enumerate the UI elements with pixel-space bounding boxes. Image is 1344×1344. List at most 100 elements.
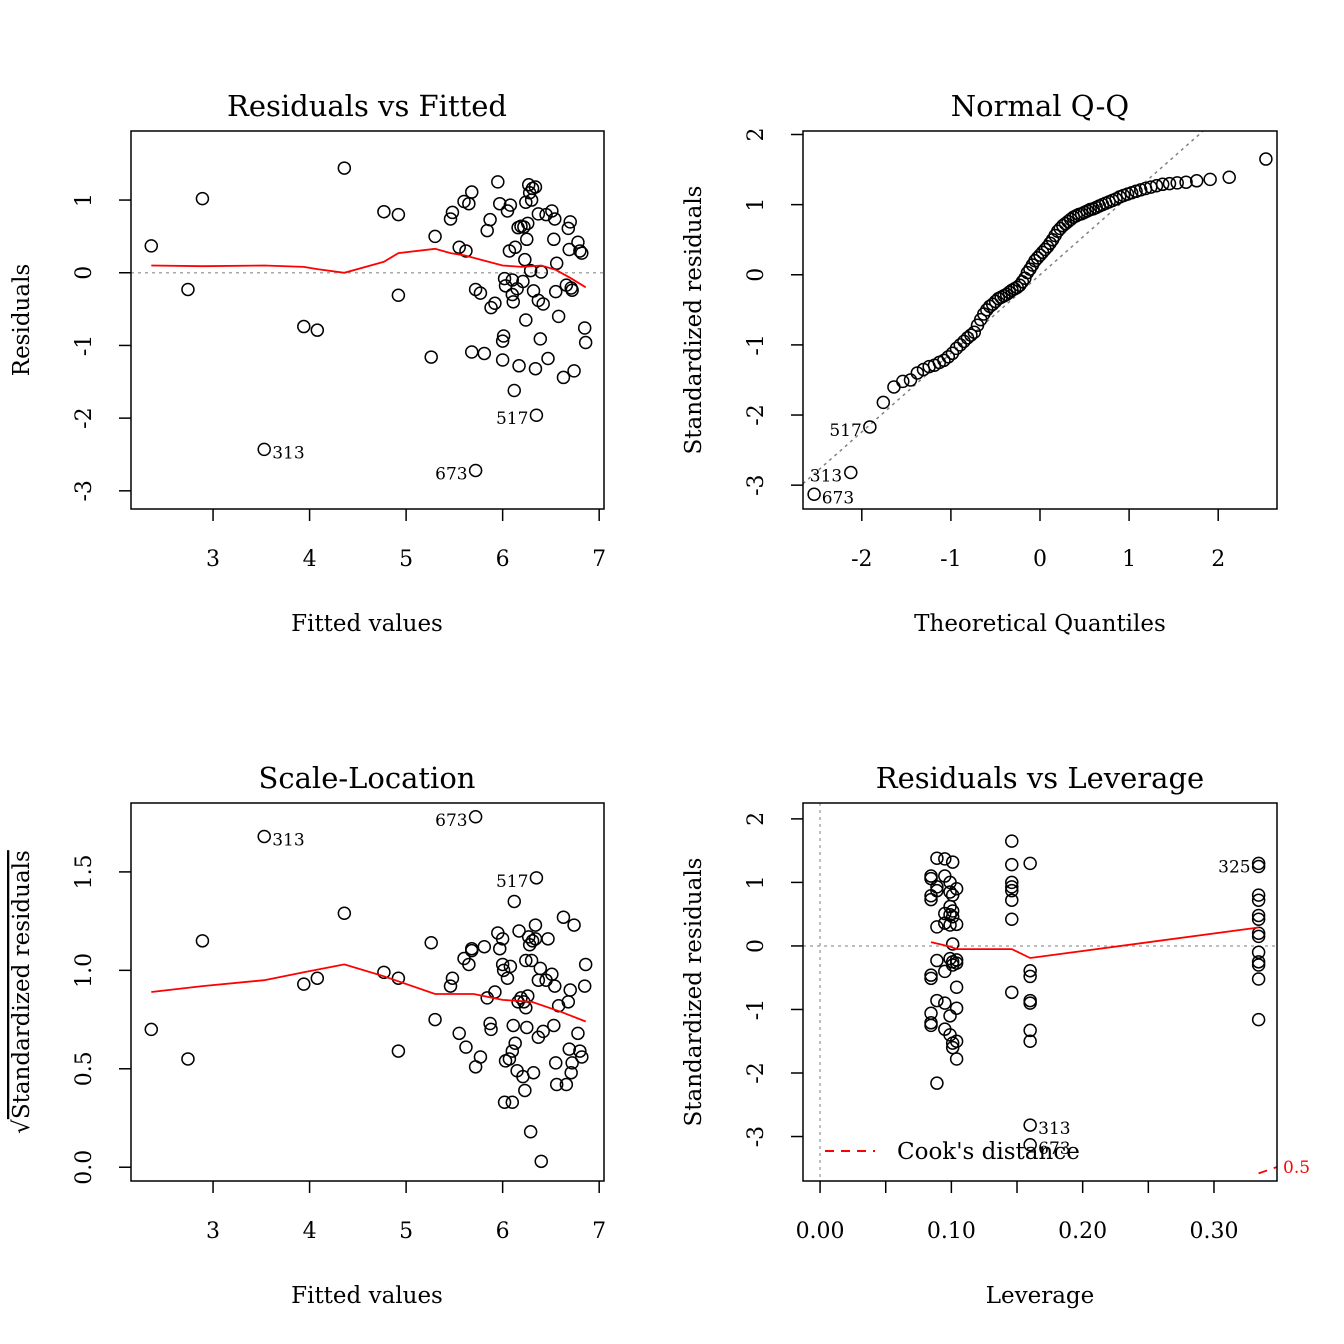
- data-point: [1251, 888, 1266, 902]
- data-point: [484, 300, 498, 315]
- data-point: [1162, 176, 1177, 191]
- data-point: [533, 332, 548, 346]
- data-point: [377, 204, 391, 219]
- x-tick-label: 7: [592, 547, 606, 572]
- data-point: [967, 325, 982, 340]
- plot-frame: [802, 130, 1278, 510]
- data-point: [547, 1018, 561, 1033]
- data-point: [483, 1016, 497, 1031]
- data-point: [534, 1154, 549, 1169]
- y-tick-label: 0.0: [72, 1150, 97, 1185]
- data-point: [1251, 859, 1266, 874]
- data-point: [561, 221, 576, 236]
- panel-normal-qq: Normal Q-Q Theoretical Quantiles Standar…: [681, 89, 1278, 637]
- data-point: [1005, 912, 1019, 927]
- data-point: [428, 1012, 442, 1027]
- data-point: [930, 920, 944, 934]
- y-tick-label: 0: [744, 268, 769, 282]
- data-point: [577, 979, 592, 993]
- x-tick-label: 0: [1033, 547, 1047, 572]
- data-point: [575, 246, 589, 260]
- data-point: [1023, 1023, 1037, 1038]
- data-point: [949, 341, 964, 356]
- panel-title: Residuals vs Leverage: [876, 761, 1204, 795]
- data-point: [548, 979, 562, 993]
- data-point: [943, 918, 957, 932]
- point-label: 517: [496, 409, 528, 429]
- data-point: [930, 851, 944, 866]
- data-point: [506, 1018, 521, 1033]
- data-point: [462, 957, 476, 972]
- data-point: [465, 943, 479, 958]
- data-point: [573, 244, 587, 258]
- data-point: [1005, 875, 1019, 890]
- data-point: [943, 1009, 957, 1023]
- data-point: [930, 953, 944, 968]
- x-axis-label: Theoretical Quantiles: [914, 611, 1166, 637]
- data-point: [578, 335, 593, 350]
- data-point: [1259, 152, 1273, 166]
- data-point: [495, 334, 510, 348]
- y-tick-label: 1.0: [72, 953, 97, 988]
- data-point: [428, 229, 442, 244]
- data-point: [491, 175, 505, 189]
- data-point: [1251, 972, 1266, 986]
- x-tick-label: 3: [206, 1219, 220, 1244]
- data-point: [559, 1077, 574, 1092]
- data-point: [556, 910, 571, 924]
- plot-frame: [130, 802, 605, 1182]
- data-point: [1040, 239, 1055, 254]
- data-point: [533, 961, 548, 976]
- data-point: [503, 198, 518, 212]
- data-point: [536, 297, 550, 311]
- data-point: [930, 880, 944, 894]
- qq-reference-line: [803, 131, 1205, 485]
- data-point: [1251, 955, 1266, 969]
- data-point: [520, 216, 535, 231]
- data-point: [452, 1026, 466, 1041]
- x-axis-label: Fitted values: [291, 1283, 443, 1309]
- x-tick-label: 6: [496, 1219, 510, 1244]
- data-point: [943, 908, 957, 922]
- y-tick-label: 2: [744, 128, 769, 142]
- point-label: 517: [496, 872, 528, 892]
- data-point: [257, 442, 271, 457]
- data-point: [863, 420, 877, 434]
- y-tick-label: 1.5: [72, 854, 97, 889]
- data-point: [541, 932, 555, 946]
- x-tick-label: 4: [303, 1219, 317, 1244]
- point-label: 673: [435, 464, 467, 484]
- x-axis-label: Fitted values: [291, 611, 443, 637]
- sqrt-symbol: √: [9, 1119, 35, 1134]
- data-point: [523, 1125, 538, 1139]
- data-point: [512, 924, 526, 938]
- data-point: [562, 242, 576, 257]
- data-point: [1179, 175, 1193, 189]
- x-tick-label: 0.30: [1189, 1219, 1238, 1244]
- data-point: [945, 909, 960, 924]
- x-tick-label: 0.10: [927, 1219, 976, 1244]
- data-point: [465, 185, 479, 199]
- data-point: [445, 971, 460, 985]
- y-axis-label: Standardized residuals: [681, 858, 707, 1127]
- data-point: [578, 957, 593, 972]
- y-axis-label-text: Standardized residuals: [9, 850, 35, 1119]
- panel-title: Scale-Location: [259, 761, 476, 795]
- data-point: [528, 918, 543, 932]
- data-point: [496, 329, 511, 343]
- x-tick-label: -1: [940, 547, 961, 572]
- data-point: [310, 971, 325, 985]
- data-point: [548, 1056, 563, 1070]
- x-axis-label: Leverage: [986, 1283, 1095, 1309]
- data-point: [565, 283, 579, 297]
- data-point: [529, 408, 544, 422]
- plot-frame: [130, 130, 605, 510]
- point-label: 313: [1038, 1119, 1070, 1139]
- data-point: [1023, 856, 1037, 871]
- data-point: [297, 319, 311, 334]
- data-point: [391, 971, 406, 985]
- data-point: [528, 180, 543, 194]
- data-point: [502, 1052, 517, 1066]
